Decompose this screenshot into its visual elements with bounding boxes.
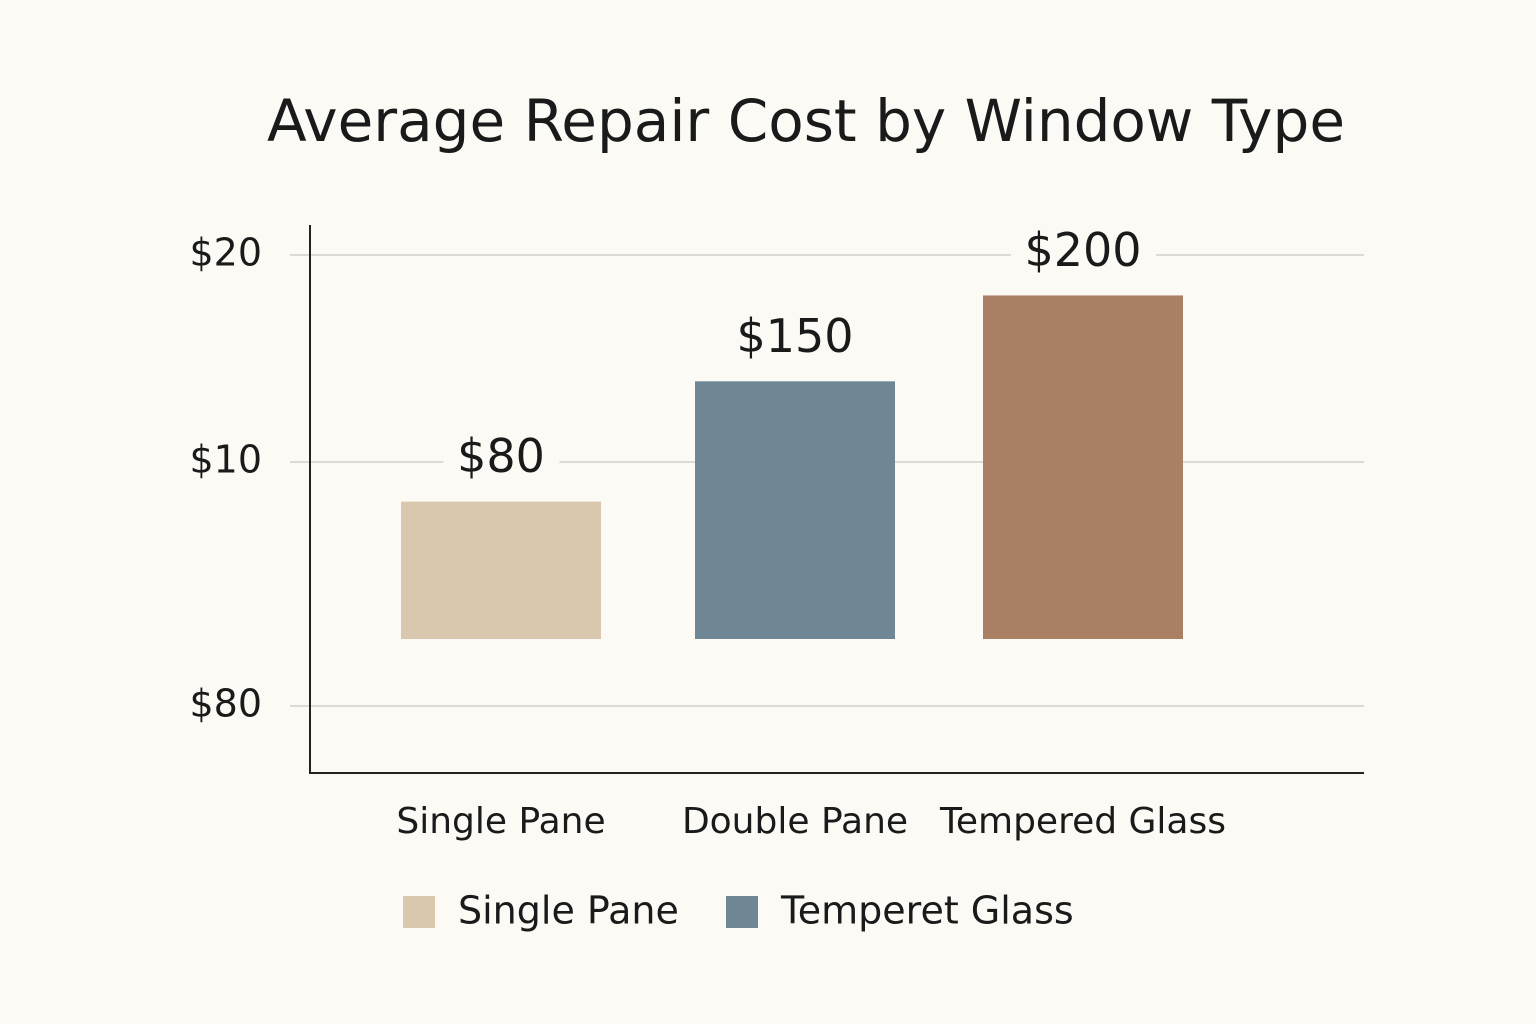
y-tick-label: $80 [189,682,262,726]
value-label: $200 [1024,223,1141,277]
bars [401,295,1183,640]
bar [983,295,1183,640]
x-tick-label: Single Pane [396,801,605,842]
value-label: $80 [457,429,545,483]
legend: Single Pane Temperet Glass [403,889,1074,933]
x-tick-label: Tempered Glass [939,801,1226,842]
chart-title: Average Repair Cost by Window Type [267,87,1345,155]
labels: $20 $10 $80 Single Pane $80 Double Pane $150 Te… [189,205,1226,842]
legend-swatch [726,896,758,928]
y-tick-label: $10 [189,438,262,482]
bar [695,381,895,640]
y-tick-label: $20 [189,231,262,275]
bar [401,501,601,640]
value-label: $150 [736,309,853,363]
legend-swatch [403,896,435,928]
legend-label: Temperet Glass [780,889,1074,933]
x-tick-label: Double Pane [682,801,908,842]
legend-label: Single Pane [458,889,679,933]
